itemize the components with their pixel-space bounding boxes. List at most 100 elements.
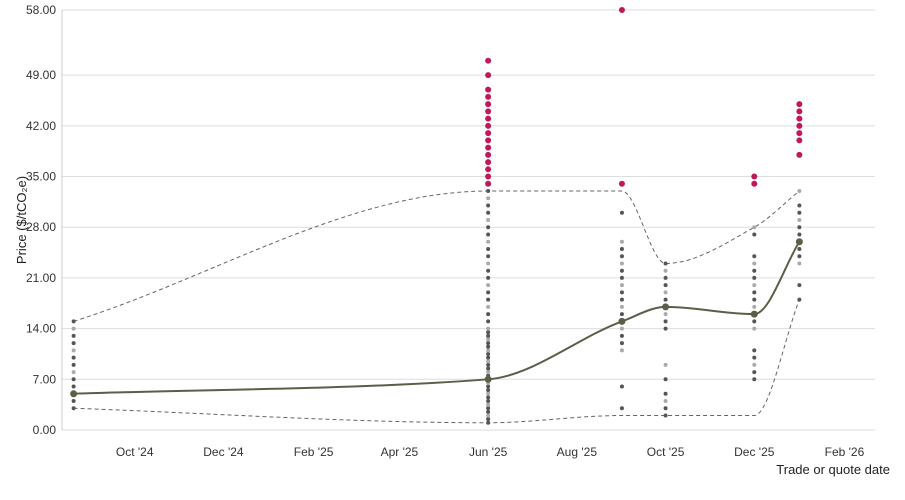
- price-point: [486, 304, 491, 309]
- price-point: [619, 326, 624, 331]
- price-point: [797, 225, 802, 230]
- price-point: [752, 268, 757, 273]
- outlier-point: [796, 122, 803, 129]
- price-point: [797, 210, 802, 215]
- y-tick-label: 28.00: [26, 220, 56, 234]
- price-point: [752, 261, 757, 266]
- price-point: [486, 384, 491, 389]
- price-point: [619, 261, 624, 266]
- outlier-point: [485, 57, 492, 64]
- price-point: [486, 297, 491, 302]
- price-point: [486, 326, 491, 331]
- price-point: [752, 304, 757, 309]
- price-point: [486, 239, 491, 244]
- price-point: [486, 319, 491, 324]
- price-point: [486, 359, 491, 364]
- price-point: [486, 355, 491, 360]
- price-point: [486, 254, 491, 259]
- price-point: [619, 290, 624, 295]
- y-tick-label: 21.00: [26, 271, 56, 285]
- price-point: [486, 391, 491, 396]
- price-point: [486, 420, 491, 425]
- price-point: [752, 319, 757, 324]
- outlier-point: [751, 180, 758, 187]
- price-point: [486, 333, 491, 338]
- y-tick-label: 14.00: [26, 322, 56, 336]
- price-point: [486, 413, 491, 418]
- outlier-point: [485, 137, 492, 144]
- price-point: [486, 351, 491, 356]
- outlier-point: [485, 122, 492, 129]
- price-point: [486, 366, 491, 371]
- outlier-point: [796, 115, 803, 122]
- price-point: [663, 319, 668, 324]
- x-tick-label: Oct '24: [116, 445, 154, 459]
- price-point: [71, 377, 76, 382]
- price-point: [752, 362, 757, 367]
- price-point: [486, 406, 491, 411]
- price-point: [663, 290, 668, 295]
- outlier-point: [485, 159, 492, 166]
- price-point: [619, 239, 624, 244]
- price-point: [619, 283, 624, 288]
- price-point: [797, 218, 802, 222]
- price-point: [486, 344, 491, 349]
- price-point: [71, 348, 76, 353]
- outlier-point: [796, 130, 803, 137]
- x-tick-label: Apr '25: [381, 445, 419, 459]
- median-point: [750, 310, 758, 318]
- x-tick-label: Feb '25: [294, 445, 334, 459]
- price-point: [752, 348, 757, 353]
- outlier-point: [485, 166, 492, 173]
- price-point: [752, 225, 757, 230]
- y-tick-label: 35.00: [26, 170, 56, 184]
- price-point: [486, 388, 491, 393]
- price-point: [663, 261, 668, 266]
- y-tick-label: 58.00: [26, 3, 56, 17]
- price-point: [486, 409, 491, 414]
- outlier-point: [485, 173, 492, 180]
- price-point: [486, 399, 491, 404]
- price-point: [486, 348, 491, 353]
- median-point: [662, 303, 670, 311]
- price-point: [486, 402, 491, 407]
- price-point: [486, 395, 491, 400]
- price-point: [486, 189, 491, 194]
- price-point: [619, 246, 624, 251]
- price-point: [71, 341, 76, 346]
- outlier-point: [618, 7, 625, 13]
- price-point: [486, 225, 491, 230]
- x-tick-label: Jun '25: [469, 445, 508, 459]
- price-points: [71, 7, 803, 425]
- outlier-point: [485, 115, 492, 122]
- price-point: [71, 384, 76, 389]
- price-point: [663, 297, 668, 302]
- price-point: [797, 254, 802, 259]
- outlier-point: [618, 180, 625, 187]
- x-tick-label: Feb '26: [825, 445, 865, 459]
- price-point: [486, 210, 491, 215]
- price-point: [752, 290, 757, 295]
- median-point: [795, 238, 803, 246]
- price-point: [486, 196, 491, 201]
- outlier-point: [485, 108, 492, 115]
- price-point: [486, 246, 491, 251]
- y-tick-label: 49.00: [26, 68, 56, 82]
- price-point: [797, 232, 802, 237]
- price-point: [752, 326, 757, 331]
- price-point: [71, 406, 76, 411]
- y-tick-labels: 0.00 7.00 14.00 21.00 28.00 35.00 42.00 49.00 58…: [26, 3, 56, 437]
- x-tick-label: Aug '25: [557, 445, 598, 459]
- price-point: [486, 232, 491, 237]
- price-point: [663, 312, 668, 317]
- price-point: [619, 297, 624, 302]
- outlier-point: [485, 151, 492, 158]
- price-point: [797, 203, 802, 208]
- price-point: [486, 203, 491, 208]
- price-point: [71, 319, 76, 324]
- price-point: [486, 337, 491, 342]
- upper-bound-line: [73, 190, 800, 322]
- price-point: [797, 283, 802, 288]
- outlier-point: [485, 144, 492, 151]
